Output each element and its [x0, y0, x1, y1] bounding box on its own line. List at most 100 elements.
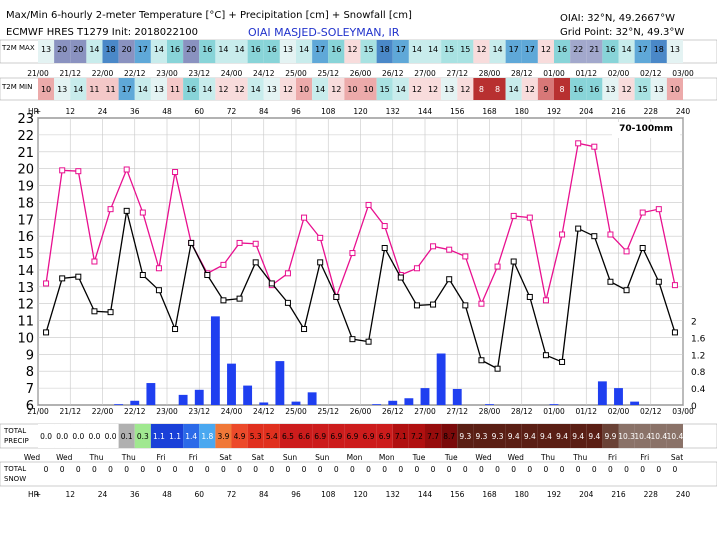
snow-cell-value: 0: [253, 465, 258, 474]
precip-bar: [436, 353, 446, 405]
snow-cell-value: 0: [124, 465, 129, 474]
precip-cell-value: 9.4: [556, 432, 568, 441]
tmin-cell-value: 12: [234, 85, 244, 94]
y-right-tick-label: 0: [691, 402, 697, 412]
tmax-point: [526, 214, 533, 221]
y-tick-label: 20: [17, 163, 34, 178]
day-label: Thu: [121, 453, 136, 462]
tmin-point: [284, 299, 291, 306]
precip-cell-value: 10.4: [634, 432, 651, 441]
precip-cell-value: 0.1: [121, 432, 133, 441]
hr-tick-top: 216: [611, 107, 626, 116]
tmin-point: [510, 258, 517, 265]
tmax-point: [381, 223, 388, 230]
day-label: Sun: [283, 453, 298, 462]
snow-cell-value: 0: [511, 465, 516, 474]
tmax-cell-value: 14: [234, 45, 244, 54]
tmax-cell: [473, 40, 490, 63]
y-tick-label: 19: [17, 180, 34, 195]
tmax-point: [413, 265, 420, 272]
hr-tick-top: 12: [65, 107, 75, 116]
precip-cell-value: 0.0: [40, 432, 52, 441]
tmax-cell: [457, 40, 474, 63]
tmax-cell: [38, 40, 55, 63]
precip-cell: [408, 424, 425, 448]
tmin-cell: [199, 78, 216, 100]
tmax-cell: [102, 40, 119, 63]
hr-tick-bottom: 192: [547, 490, 562, 499]
precip-cell-value: 6.9: [379, 432, 391, 441]
precip-bar: [259, 402, 269, 405]
tmin-point: [542, 352, 549, 359]
y-right-tick-label: 1.6: [691, 334, 706, 344]
tmin-cell-value: 11: [170, 85, 180, 94]
precip-bar: [291, 401, 301, 405]
hr-tick-bottom: 156: [450, 490, 465, 499]
hr-tick-top: 72: [227, 107, 237, 116]
tmin-strip-label: T2M MIN: [1, 83, 32, 91]
tmin-cell-value: 8: [479, 85, 484, 94]
hr-tick-top: 228: [644, 107, 659, 116]
hr-tick-top: 48: [162, 107, 172, 116]
y-tick-label: 6: [26, 399, 34, 414]
precip-cell-value: 0.3: [137, 432, 149, 441]
tmin-cell: [570, 78, 587, 100]
snow-cell-value: 0: [108, 465, 113, 474]
date-tick-top: 25/12: [317, 69, 339, 78]
tmax-point: [123, 166, 130, 173]
hr-tick-top: 204: [579, 107, 594, 116]
precip-cell-value: 9.9: [604, 432, 616, 441]
precip-bar: [130, 400, 140, 405]
hr-tick-bottom: 204: [579, 490, 594, 499]
snow-cell-value: 0: [157, 465, 162, 474]
precip-cell: [279, 424, 296, 448]
tmin-point: [220, 297, 227, 304]
tmin-cell-value: 14: [509, 85, 519, 94]
tmin-point: [639, 244, 646, 251]
snow-strip-label-line2: SNOW: [4, 475, 26, 483]
tmax-cell: [86, 40, 103, 63]
tmin-cell-value: 14: [396, 85, 406, 94]
precip-cell: [634, 424, 651, 448]
tmax-cell: [279, 40, 296, 63]
y-tick-label: 13: [17, 281, 34, 296]
precip-cell: [441, 424, 458, 448]
date-tick-bottom: 25/12: [317, 407, 339, 416]
snow-cell-value: 0: [495, 465, 500, 474]
tmax-cell-value: 20: [73, 45, 83, 54]
precip-cell: [215, 424, 232, 448]
tmax-point: [462, 253, 469, 260]
snow-cell-value: 0: [173, 465, 178, 474]
tmin-cell: [328, 78, 345, 100]
snow-cell-value: 0: [221, 465, 226, 474]
precip-bar: [614, 388, 623, 405]
snow-cell-value: 0: [640, 465, 645, 474]
tmax-cell-value: 14: [218, 45, 228, 54]
tmax-point: [365, 201, 372, 208]
tmax-cell-value: 17: [509, 45, 519, 54]
tmin-point: [430, 301, 437, 308]
hr-tick-top: 84: [259, 107, 269, 116]
tmax-cell-value: 16: [202, 45, 212, 54]
snow-cell-value: 0: [350, 465, 355, 474]
tmax-cell-value: 14: [89, 45, 99, 54]
tmax-cell: [215, 40, 232, 63]
snow-cell-value: 0: [302, 465, 307, 474]
date-tick-top: 28/12: [511, 69, 533, 78]
tmin-point: [91, 308, 98, 315]
tmax-cell-value: 17: [138, 45, 148, 54]
tmin-cell-value: 12: [218, 85, 228, 94]
tmax-cell: [150, 40, 167, 63]
tmin-point: [478, 357, 485, 364]
tmin-point: [333, 293, 340, 300]
tmin-point: [494, 365, 501, 372]
precip-bar: [549, 404, 559, 405]
snow-cell-value: 0: [92, 465, 97, 474]
date-tick-top: 01/12: [575, 69, 597, 78]
tmax-cell: [505, 40, 522, 63]
tmax-cell: [666, 40, 683, 63]
precip-cell-value: 6.5: [282, 432, 294, 441]
date-tick-top: 25/00: [285, 69, 307, 78]
precip-cell-value: 6.6: [298, 432, 310, 441]
y-tick-label: 8: [26, 365, 34, 380]
